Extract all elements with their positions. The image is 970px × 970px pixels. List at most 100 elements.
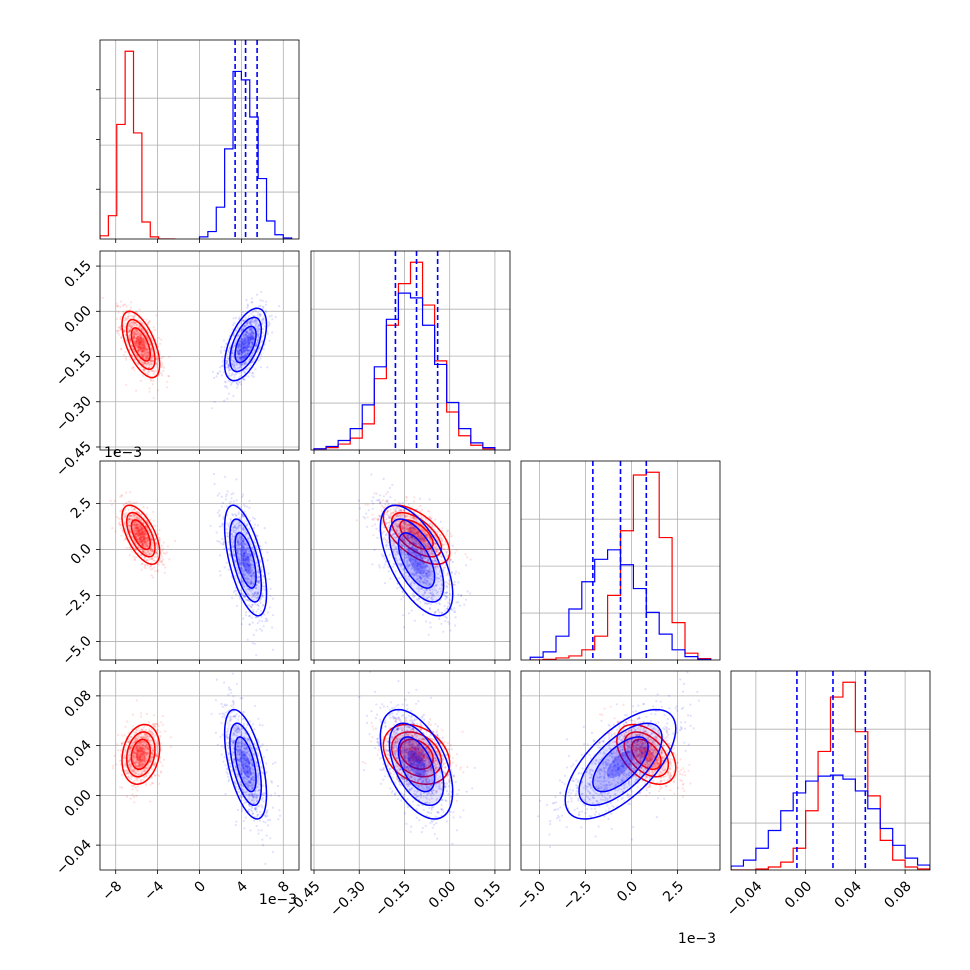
- sample-point: [243, 377, 246, 380]
- sample-point: [435, 549, 438, 553]
- sample-point: [399, 542, 402, 545]
- sample-point: [397, 532, 400, 535]
- sample-point: [242, 349, 245, 352]
- sample-point: [413, 532, 416, 535]
- sample-point: [139, 333, 142, 336]
- sample-point: [239, 348, 242, 351]
- sample-point: [256, 322, 259, 325]
- sample-point: [114, 530, 117, 533]
- sample-point: [137, 346, 140, 349]
- sample-point: [426, 561, 429, 564]
- sample-point: [245, 323, 248, 326]
- sample-point: [141, 525, 144, 529]
- sample-point: [155, 361, 158, 364]
- sample-point: [149, 343, 152, 346]
- sample-point: [138, 341, 141, 344]
- sample-point: [135, 523, 138, 526]
- sample-point: [242, 559, 245, 562]
- sample-point: [148, 390, 151, 393]
- sample-point: [237, 334, 240, 337]
- sample-point: [137, 537, 140, 540]
- sample-point: [242, 334, 245, 337]
- sample-point: [402, 509, 405, 512]
- sample-point: [245, 353, 248, 356]
- sample-point: [117, 311, 120, 314]
- sample-point: [425, 563, 428, 566]
- sample-point: [261, 587, 264, 590]
- sample-point: [246, 577, 249, 581]
- sample-point: [246, 565, 250, 568]
- sample-point: [445, 591, 448, 594]
- sample-point: [244, 341, 247, 344]
- sample-point: [137, 528, 140, 531]
- sample-point: [143, 537, 146, 540]
- sample-point: [240, 363, 243, 366]
- sample-point: [246, 588, 249, 591]
- sample-point: [251, 359, 254, 362]
- sample-point: [383, 582, 387, 585]
- sample-point: [440, 590, 443, 593]
- sample-point: [249, 333, 252, 336]
- sample-point: [135, 341, 138, 344]
- sample-point: [249, 572, 252, 575]
- sample-point: [434, 589, 437, 592]
- sample-point: [243, 564, 246, 567]
- sample-point: [227, 568, 230, 571]
- sample-point: [251, 331, 254, 335]
- sample-point: [123, 330, 126, 333]
- sample-point: [150, 549, 154, 552]
- sample-point: [160, 560, 163, 563]
- sample-point: [139, 533, 142, 537]
- sample-point: [142, 347, 145, 350]
- sample-point: [144, 532, 147, 535]
- sample-point: [404, 526, 408, 529]
- sample-point: [238, 516, 241, 520]
- sample-point: [136, 523, 140, 526]
- sample-point: [249, 345, 252, 348]
- sample-point: [143, 537, 146, 541]
- sample-point: [138, 345, 141, 348]
- sample-point: [414, 539, 417, 542]
- sample-point: [271, 614, 274, 617]
- sample-point: [249, 347, 253, 350]
- sample-point: [441, 568, 444, 571]
- sample-point: [416, 514, 419, 517]
- sample-point: [248, 553, 251, 557]
- sample-point: [134, 337, 137, 340]
- sample-point: [256, 335, 259, 338]
- sample-point: [142, 534, 146, 537]
- sample-point: [116, 516, 119, 519]
- sample-point: [244, 568, 247, 572]
- sample-point: [138, 538, 141, 541]
- sample-point: [258, 323, 261, 327]
- sample-point: [444, 594, 447, 597]
- sample-point: [252, 350, 255, 354]
- contour-level-3-series-0: [121, 504, 161, 565]
- sample-point: [405, 495, 408, 498]
- sample-point: [135, 501, 138, 504]
- sample-point: [253, 592, 257, 595]
- sample-point: [136, 337, 139, 340]
- sample-point: [213, 400, 216, 403]
- sample-point: [400, 544, 403, 547]
- sample-point: [255, 343, 258, 346]
- sample-point: [257, 585, 260, 589]
- sample-point: [144, 343, 147, 346]
- sample-point: [144, 532, 147, 535]
- sample-point: [125, 305, 128, 308]
- sample-point: [151, 369, 154, 372]
- sample-point: [249, 556, 252, 559]
- sample-point: [421, 527, 424, 530]
- sample-point: [436, 539, 439, 542]
- sample-point: [236, 540, 240, 543]
- sample-point: [244, 614, 247, 617]
- sample-point: [218, 525, 221, 528]
- sample-point: [138, 529, 141, 533]
- sample-point: [421, 565, 424, 568]
- sample-point: [244, 348, 248, 352]
- sample-point: [253, 574, 256, 578]
- sample-point: [143, 545, 146, 548]
- sample-point: [242, 343, 245, 346]
- sample-point: [234, 574, 237, 578]
- sample-point: [240, 561, 244, 564]
